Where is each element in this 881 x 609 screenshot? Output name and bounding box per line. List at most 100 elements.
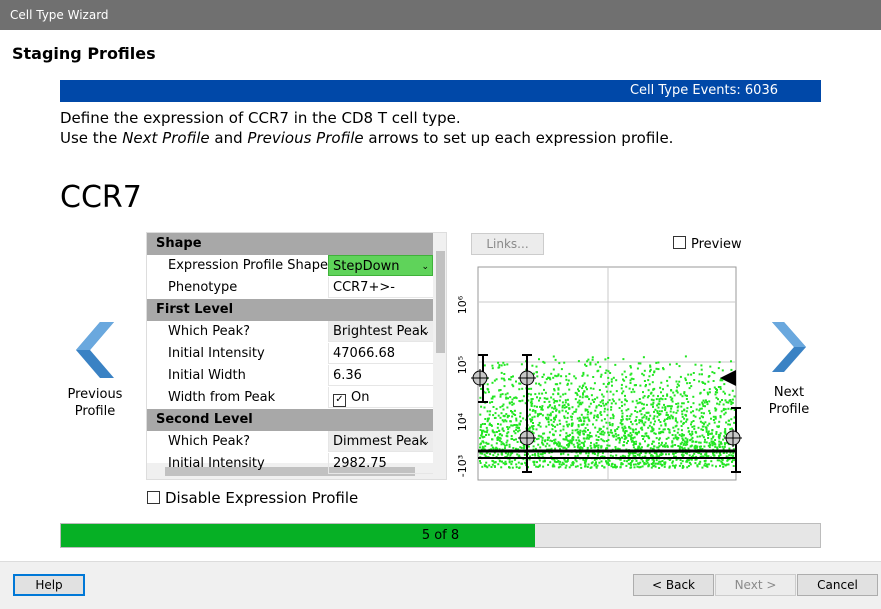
event-dot [642, 403, 645, 406]
event-dot [543, 397, 546, 400]
event-dot [605, 369, 608, 372]
property-value[interactable]: StepDown ⌄ [328, 255, 433, 276]
event-dot [660, 430, 663, 433]
event-dot [558, 399, 561, 402]
property-value[interactable]: ✓ On [328, 387, 433, 408]
event-dot [682, 443, 685, 446]
event-dot [485, 461, 488, 464]
event-dot [481, 452, 484, 455]
event-dot [584, 463, 587, 466]
property-value[interactable]: 6.36 [328, 365, 433, 386]
event-dot [629, 379, 632, 382]
event-dot [599, 412, 602, 415]
property-value[interactable]: 47066.68 [328, 343, 433, 364]
event-dot [717, 367, 720, 370]
property-value[interactable]: Dimmest Peak ⌄ [328, 431, 433, 452]
event-dot [554, 430, 557, 433]
event-dot [700, 428, 703, 431]
event-dot [653, 410, 655, 413]
event-dot [687, 447, 690, 450]
event-dot [597, 369, 600, 372]
next-arrow[interactable] [770, 322, 810, 372]
event-dot [540, 408, 543, 411]
event-dot [538, 392, 541, 395]
event-dot [593, 464, 596, 467]
event-dot [618, 436, 621, 439]
event-dot [496, 447, 499, 450]
event-dot [658, 432, 661, 435]
event-dot [593, 451, 596, 454]
back-button[interactable]: < Back [633, 574, 714, 596]
event-dot [635, 384, 637, 387]
next-button[interactable]: Next > [715, 574, 796, 596]
event-dot [724, 430, 727, 432]
event-dot [556, 443, 558, 446]
disable-checkbox[interactable]: Disable Expression Profile [147, 489, 358, 507]
property-grid[interactable]: Shape Expression Profile Shape StepDown ⌄ Ph… [146, 232, 447, 480]
event-dot [539, 453, 542, 456]
event-dot [728, 458, 731, 461]
event-dot [729, 451, 732, 454]
event-dot [681, 441, 684, 444]
event-dot [692, 372, 695, 374]
event-dot [703, 460, 706, 462]
event-dot [508, 426, 511, 429]
scroll-thumb[interactable] [165, 467, 415, 476]
event-dot [582, 458, 585, 461]
event-dot [686, 460, 689, 463]
event-dot [590, 441, 592, 444]
event-dot [628, 426, 631, 429]
event-dot [511, 411, 514, 414]
event-dot [605, 447, 608, 450]
event-dot [715, 396, 718, 399]
property-value[interactable]: CCR7+>- [328, 277, 433, 298]
property-value[interactable]: Brightest Peak ⌄ [328, 321, 433, 342]
event-dot [557, 387, 560, 390]
event-dot [671, 461, 674, 464]
scroll-thumb[interactable] [436, 251, 445, 353]
event-dot [629, 463, 632, 465]
event-dot [592, 387, 595, 390]
event-dot [583, 461, 586, 464]
event-dot [483, 430, 486, 433]
event-dot [695, 431, 698, 434]
event-dot [596, 396, 599, 399]
event-dot [536, 375, 539, 378]
event-dot [608, 421, 611, 424]
event-dot [489, 410, 492, 413]
links-button[interactable]: Links... [471, 233, 544, 255]
horizontal-scrollbar[interactable] [147, 463, 446, 479]
event-dot [549, 404, 552, 407]
event-dot [703, 422, 705, 425]
event-dot [672, 411, 675, 414]
preview-checkbox[interactable]: Preview [673, 236, 742, 252]
event-dot [658, 410, 661, 413]
event-dot [630, 420, 632, 423]
event-dot [700, 411, 703, 414]
previous-profile[interactable]: Previous Profile [55, 386, 135, 420]
event-dot [487, 388, 490, 391]
event-dot [629, 382, 632, 384]
event-dot [701, 403, 704, 406]
event-dot [638, 419, 641, 422]
event-dot [501, 393, 504, 396]
help-button[interactable]: Help [13, 574, 85, 596]
event-dot [675, 380, 678, 383]
event-dot [485, 465, 488, 468]
event-dot [490, 444, 493, 447]
event-dot [541, 439, 544, 442]
event-dot [575, 460, 578, 463]
event-dot [511, 424, 514, 427]
vertical-scrollbar[interactable] [433, 233, 446, 463]
previous-arrow[interactable] [74, 322, 118, 378]
event-dot [668, 376, 671, 379]
event-dot [674, 419, 677, 422]
event-dot [625, 464, 628, 467]
event-dot [497, 423, 499, 425]
event-dot [500, 377, 503, 380]
event-dot [580, 403, 583, 406]
cancel-button[interactable]: Cancel [797, 574, 878, 596]
event-dot [489, 453, 492, 455]
next-profile[interactable]: Next Profile [749, 384, 829, 418]
property-value[interactable]: 2982.75 [328, 453, 433, 474]
